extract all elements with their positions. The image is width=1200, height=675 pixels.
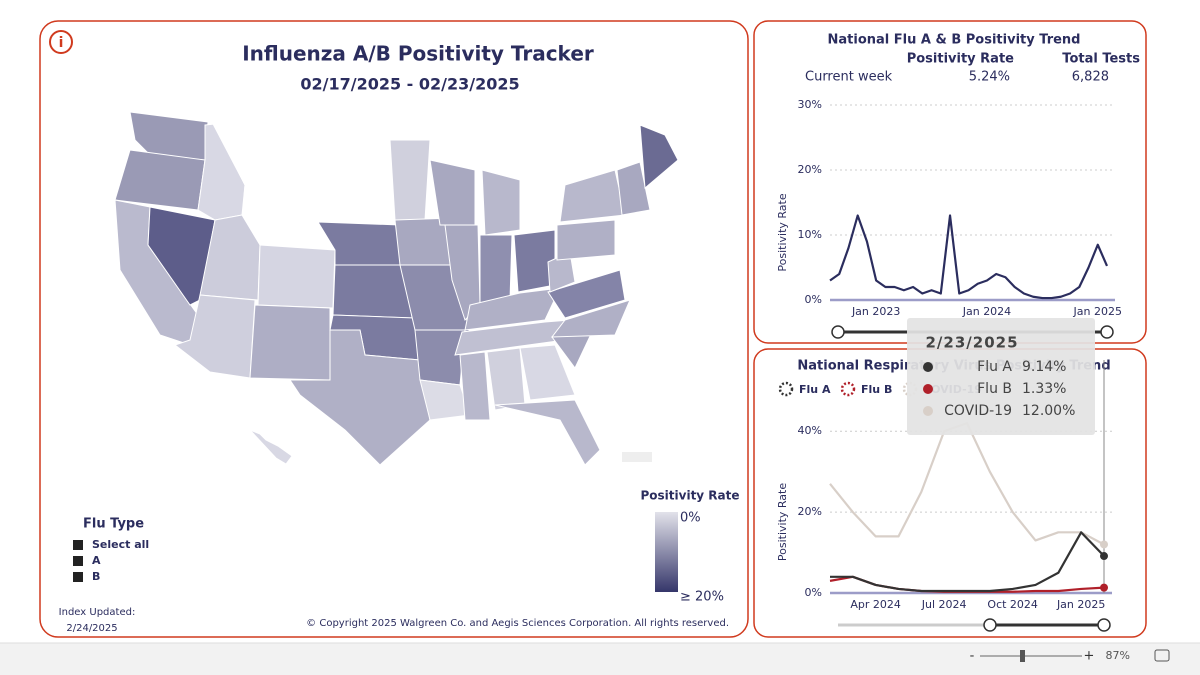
slider-handle[interactable] [983,618,997,632]
filter-option: A [92,554,101,567]
row-label: Current week [805,70,893,85]
tooltip-value: 1.33% [1022,381,1066,397]
tooltip-dot [923,406,933,416]
filter-checkbox[interactable] [73,572,83,582]
y-axis-label: Positivity Rate [776,483,789,561]
x-tick-label: Jan 2025 [1073,305,1122,318]
legend-gradient [655,512,678,592]
y-tick-label: 40% [798,424,822,437]
x-tick-label: Apr 2024 [850,598,901,611]
legend-icon [778,381,794,397]
x-tick-label: Oct 2024 [987,598,1038,611]
end-point [1100,552,1108,561]
filter-list: Select all AB [73,538,149,583]
series-line [829,214,1109,300]
y-axis-label: Positivity Rate [776,193,789,271]
tooltip-value: 9.14% [1022,359,1066,375]
end-point [1100,583,1108,592]
filter-checkbox[interactable] [73,556,83,566]
fullscreen-button[interactable] [1154,649,1170,662]
slider-handle[interactable] [1100,325,1114,339]
current-rate: 5.24% [969,70,1010,85]
slider-handle[interactable] [831,325,845,339]
legend-label: Flu B [861,383,892,396]
y-tick-label: 0% [805,293,822,306]
legend-min: 0% [680,511,701,526]
index-updated-date: 2/24/2025 [66,623,117,634]
y-tick-label: 20% [798,163,822,176]
tooltip-title: 2/23/2025 [925,334,1018,352]
y-tick-label: 20% [798,505,822,518]
zoom-in[interactable]: + [1084,649,1095,664]
zoom-out[interactable]: - [970,649,975,664]
status-bar [0,643,1200,675]
tooltip-value: 12.00% [1022,403,1075,419]
filter-option: Select all [92,538,149,551]
y-tick-label: 0% [805,586,822,599]
info-icon-glyph: i [59,35,64,51]
y-tick-label: 10% [798,228,822,241]
x-tick-label: Jan 2024 [962,305,1011,318]
charts: 0% 10% 20% 30% Jan 2023 Jan 2024 Jan 2025 Posit… [776,98,1122,611]
tests-label: Total Tests [1062,52,1140,67]
copyright: © Copyright 2025 Walgreen Co. and Aegis … [306,618,729,629]
tooltip-dot [923,384,933,394]
tooltip-box [907,318,1095,435]
slider-handle[interactable] [1097,618,1111,632]
filter-checkbox[interactable] [73,540,83,550]
trend-title: National Flu A & B Positivity Trend [828,33,1081,48]
tooltip-dot [923,362,933,372]
map-date-range: 02/17/2025 - 02/23/2025 [300,75,519,94]
tooltip-name: Flu A [977,359,1012,375]
legend-icon [840,381,856,397]
current-tests: 6,828 [1072,70,1109,85]
y-tick-label: 30% [798,98,822,111]
filter-title: Flu Type [83,517,144,532]
rate-label: Positivity Rate [907,52,1014,67]
x-tick-label: Jan 2023 [851,305,900,318]
legend-label: Flu A [799,383,831,396]
zoom-level: 87% [1106,649,1130,662]
x-tick-label: Jul 2024 [921,598,967,611]
index-updated-label: Index Updated: [59,607,136,618]
zoom-handle[interactable] [1020,650,1025,662]
tooltip-name: Flu B [977,381,1012,397]
info-icon[interactable] [49,30,73,54]
series-line [830,531,1105,593]
end-point [1100,540,1108,549]
x-tick-label: Jan 2025 [1056,598,1105,611]
filter-option: B [92,570,100,583]
us-map [114,111,679,467]
map-title: Influenza A/B Positivity Tracker [242,42,594,66]
tooltip-name: COVID-19 [944,403,1012,419]
legend-title: Positivity Rate [640,489,739,503]
tooltip: 2/23/2025 Flu A 9.14% Flu B 1.33% COVID-19 12.… [907,318,1095,435]
legend-max: ≥ 20% [680,590,724,605]
